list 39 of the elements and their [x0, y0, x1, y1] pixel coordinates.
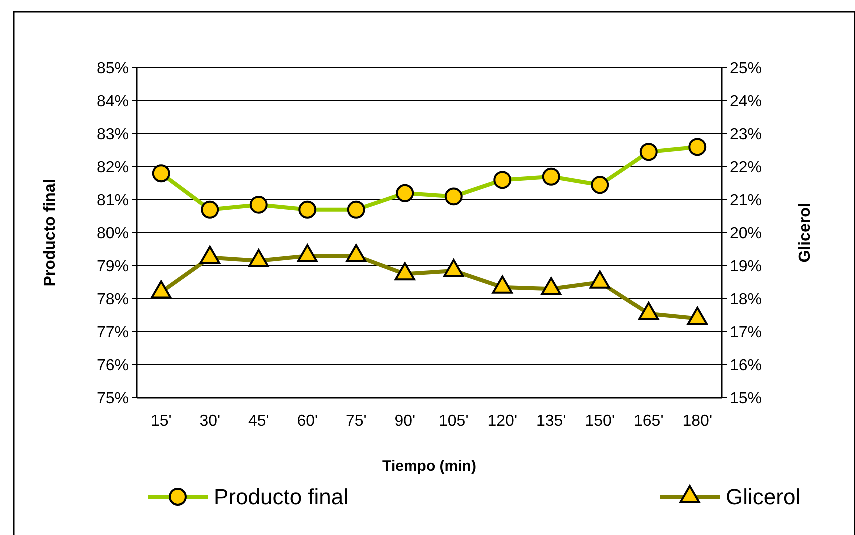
y-tick-label: 78% — [96, 292, 129, 309]
y-tick-label: 76% — [96, 358, 129, 375]
x-tick-label: 135' — [536, 413, 566, 430]
y2-tick-label: 16% — [730, 358, 762, 375]
legend-label: Glicerol — [726, 484, 801, 510]
x-tick-label: 30' — [200, 413, 221, 430]
y-tick-label: 75% — [96, 390, 129, 408]
y-tick-label: 79% — [96, 258, 129, 276]
y2-tick-label: 19% — [730, 258, 762, 276]
y-tick-label: 81% — [96, 192, 129, 210]
x-tick-label: 105' — [439, 413, 469, 430]
y2-tick-label: 22% — [730, 160, 762, 177]
x-tick-label: 180' — [682, 413, 712, 430]
y-tick-label: 80% — [96, 226, 129, 243]
y-axis-title: Producto final — [42, 179, 59, 287]
x-tick-label: 75' — [346, 413, 367, 430]
x-tick-label: 90' — [394, 413, 416, 430]
x-tick-label: 150' — [585, 413, 615, 430]
y-tick-label: 77% — [96, 324, 129, 342]
legend-label: Producto final — [214, 484, 349, 510]
y2-tick-label: 21% — [730, 192, 762, 210]
y-tick-label: 82% — [96, 160, 129, 177]
y2-tick-label: 18% — [730, 292, 762, 309]
y2-tick-label: 23% — [730, 126, 762, 144]
y2-tick-label: 20% — [730, 226, 762, 243]
x-tick-label: 15' — [150, 413, 172, 430]
x-axis-title: Tiempo (min) — [382, 458, 476, 475]
y2-axis-title: Glicerol — [797, 203, 814, 263]
y2-tick-label: 15% — [730, 390, 762, 408]
x-tick-label: 60' — [297, 413, 318, 430]
y-tick-label: 85% — [96, 60, 129, 78]
x-tick-label: 45' — [248, 413, 270, 430]
y-tick-label: 84% — [96, 94, 129, 111]
y2-tick-label: 17% — [730, 324, 762, 342]
y2-tick-label: 24% — [730, 94, 762, 111]
y-tick-label: 83% — [96, 126, 129, 144]
y2-tick-label: 25% — [730, 60, 762, 78]
x-tick-label: 120' — [488, 413, 518, 430]
x-tick-label: 165' — [634, 413, 664, 430]
